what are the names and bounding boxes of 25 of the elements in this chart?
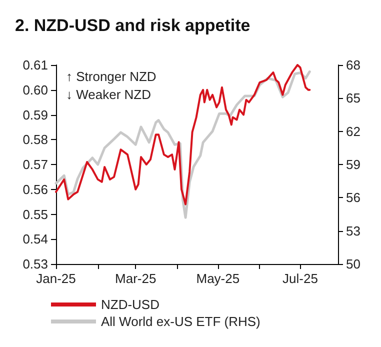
y2-tick-label: 59	[346, 157, 360, 172]
y-tick-label: 0.54	[22, 232, 48, 247]
legend-label: All World ex-US ETF (RHS)	[101, 314, 260, 329]
x-tick-label: Jan-25	[36, 271, 76, 286]
y2-tick-label: 68	[346, 58, 360, 72]
y2-tick-label: 56	[346, 190, 360, 206]
annotation: ↑ Stronger NZD	[66, 69, 156, 84]
y2-tick-label: 50	[346, 256, 360, 272]
y-tick-label: 0.60	[22, 82, 48, 98]
y-tick-label: 0.57	[22, 157, 48, 172]
chart-title: 2. NZD-USD and risk appetite	[15, 16, 250, 35]
y-tick-label: 0.53	[22, 256, 48, 272]
x-tick-label: Jul-25	[282, 271, 318, 286]
legend-label: NZD-USD	[101, 297, 160, 312]
y-tick-label: 0.59	[22, 107, 48, 122]
x-tick-label: Mar-25	[115, 271, 156, 286]
y-tick-label: 0.61	[22, 58, 48, 72]
y-tick-label: 0.55	[22, 206, 48, 222]
x-tick-label: May-25	[196, 271, 240, 286]
annotation: ↓ Weaker NZD	[66, 87, 151, 102]
y2-tick-label: 65	[346, 90, 360, 106]
y2-tick-label: 53	[346, 223, 360, 238]
y2-tick-label: 62	[346, 124, 360, 139]
y-tick-label: 0.58	[22, 132, 48, 148]
y-tick-label: 0.56	[22, 182, 48, 197]
